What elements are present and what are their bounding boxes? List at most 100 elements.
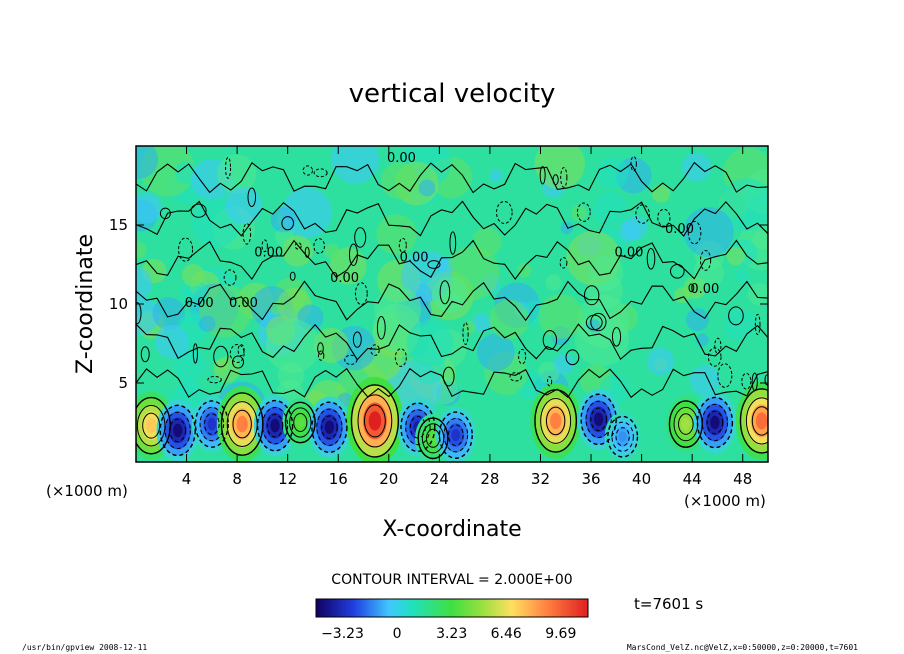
contour-line — [405, 409, 431, 446]
contour-line — [398, 237, 407, 253]
contour-line — [242, 223, 252, 245]
velocity-cell — [207, 417, 217, 431]
contour-label: 0.00 — [665, 222, 694, 237]
turbulence-blob — [647, 348, 675, 376]
turbulence-blob — [265, 319, 320, 373]
turbulence-blob — [683, 206, 734, 258]
contour-line — [751, 372, 758, 392]
turbulence-blob — [217, 154, 257, 194]
contour-line — [136, 367, 768, 399]
x-axis-label: X-coordinate — [382, 517, 521, 542]
contour-line — [585, 314, 603, 331]
turbulence-blob — [560, 221, 574, 235]
contour-line — [607, 415, 639, 458]
contour-line — [213, 345, 229, 368]
velocity-cell — [173, 423, 183, 438]
turbulence-blob — [674, 287, 690, 304]
contour-line — [207, 375, 222, 384]
contour-line — [261, 239, 268, 253]
x-tick-label: 28 — [480, 470, 499, 488]
contour-line — [518, 348, 527, 365]
contour-line — [370, 344, 380, 356]
contour-label: 0.00 — [387, 151, 416, 166]
contour-line — [142, 412, 161, 439]
contour-line — [354, 282, 368, 306]
velocity-cell — [270, 418, 280, 433]
velocity-cell — [236, 415, 248, 433]
turbulence-blob — [331, 146, 380, 184]
turbulence-blob — [181, 264, 205, 287]
chart-title: vertical velocity — [349, 79, 556, 109]
contour-line — [439, 280, 451, 305]
velocity-cell — [550, 412, 562, 430]
contour-line — [576, 202, 591, 222]
contour-line — [443, 417, 469, 453]
contour-line — [699, 250, 712, 271]
contour-line — [668, 400, 703, 448]
contour-line — [751, 406, 768, 436]
velocity-cell — [451, 428, 461, 442]
contour-line — [136, 323, 768, 361]
contour-line — [580, 393, 617, 446]
x-unit-right: (×1000 m) — [684, 492, 766, 510]
contour-line — [136, 161, 768, 194]
colorbar-tick-label: 6.46 — [491, 626, 522, 642]
contour-label: 0.00 — [330, 271, 359, 286]
contour-line — [559, 257, 568, 269]
turbulence-blob — [374, 286, 422, 334]
y-tick-label: 15 — [109, 216, 128, 234]
contour-line — [316, 408, 343, 446]
contour-line — [611, 421, 634, 452]
turbulence-blob — [517, 262, 532, 278]
contour-line — [539, 166, 546, 185]
turbulence-blob — [213, 356, 241, 383]
contour-line — [363, 404, 386, 438]
contour-line — [317, 350, 325, 361]
contour-line — [394, 348, 407, 367]
contour-line — [714, 337, 722, 355]
contour-line — [707, 347, 722, 367]
contour-line — [159, 207, 171, 220]
contour-line — [542, 330, 558, 350]
turbulence-blob — [476, 333, 515, 372]
x-tick-label: 36 — [581, 470, 600, 488]
contour-line — [261, 407, 289, 445]
velocity-cell — [296, 417, 305, 428]
turbulence-blob — [136, 192, 162, 224]
contour-line — [552, 174, 559, 186]
contour-line — [357, 394, 393, 448]
contour-line — [447, 424, 464, 446]
contour-line — [583, 285, 600, 306]
contour-line — [764, 374, 768, 386]
contour-line — [376, 315, 386, 340]
contour-interval-label: CONTOUR INTERVAL = 2.000E+00 — [331, 572, 572, 588]
contour-label: 0.00 — [614, 246, 643, 261]
contour-line — [190, 203, 207, 218]
contour-line — [545, 406, 566, 436]
turbulence-blob — [418, 179, 436, 197]
contour-line — [696, 396, 734, 449]
contour-line — [311, 401, 348, 454]
contour-line — [496, 200, 513, 224]
contour-line — [728, 306, 744, 326]
contour-line — [164, 411, 191, 449]
contour-line — [687, 220, 702, 245]
contour-line — [293, 413, 308, 432]
turbulence-blob — [472, 313, 492, 333]
contour-line — [317, 342, 324, 355]
x-tick-label: 12 — [278, 470, 297, 488]
turbulence-blob — [199, 315, 216, 332]
contour-line — [442, 366, 455, 387]
turbulence-blob — [489, 169, 503, 183]
contour-line — [321, 415, 338, 439]
colorbar-tick-label: 3.23 — [436, 626, 467, 642]
velocity-cell — [368, 411, 382, 431]
contour-line — [281, 216, 294, 231]
contour-line — [590, 312, 607, 332]
contour-line — [352, 331, 362, 348]
turbulence-blob — [281, 235, 313, 267]
contour-line — [754, 313, 761, 336]
turbulence-blob — [406, 319, 454, 367]
